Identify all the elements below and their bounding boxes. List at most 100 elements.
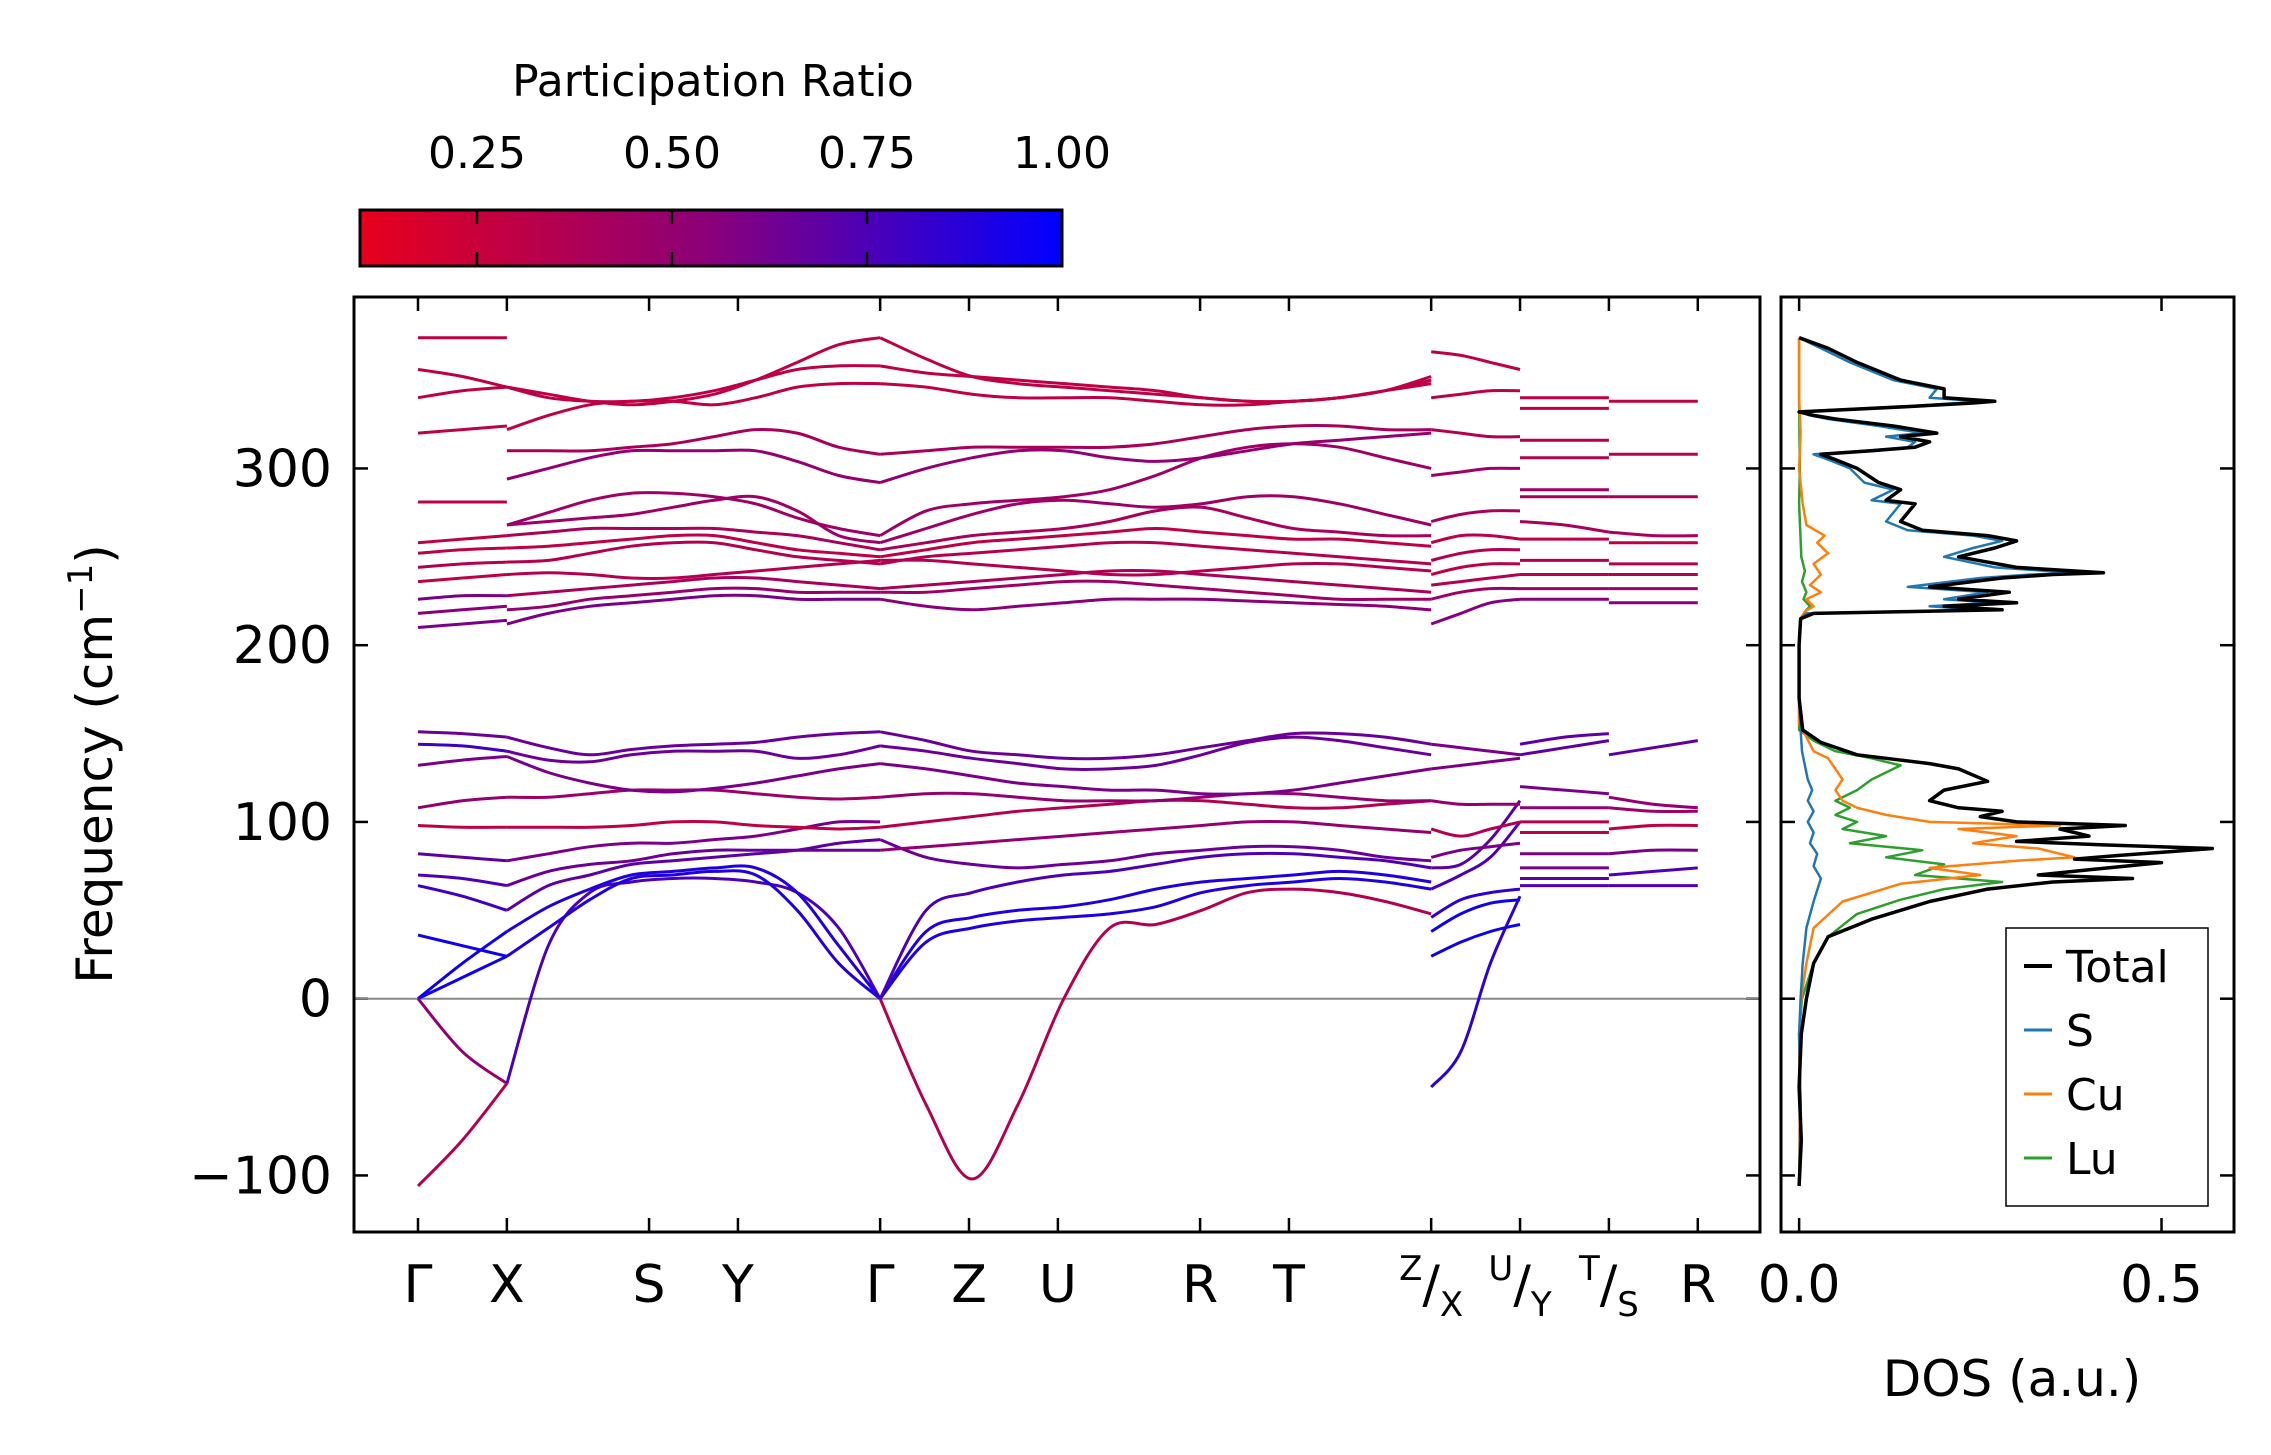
phonon-band (417, 604, 508, 615)
phonon-band (506, 540, 881, 566)
phonon-band (1431, 573, 1521, 587)
phonon-band (1519, 732, 1610, 746)
phonon-band (1430, 562, 1521, 576)
phonon-band (1431, 350, 1521, 371)
k-point-label: S (633, 1255, 666, 1315)
dos-x-tick-label: 0.0 (1758, 1255, 1841, 1315)
phonon-band (1430, 895, 1522, 1089)
phonon-band (879, 762, 1432, 796)
phonon-band (1430, 898, 1521, 933)
phonon-band (506, 336, 881, 407)
phonon-band (1608, 739, 1699, 757)
phonon-band (506, 427, 881, 456)
phonon-band (417, 546, 507, 555)
phonon-band (879, 798, 1432, 829)
phonon-band (417, 795, 508, 810)
phonon-band (506, 526, 881, 552)
k-point-label: R (1182, 1255, 1218, 1315)
phonon-band (1430, 887, 1521, 919)
phonon-band (416, 997, 508, 1085)
phonon-band (417, 755, 508, 767)
k-point-label: U/Y (1488, 1249, 1551, 1325)
phonon-band (1431, 799, 1522, 870)
phonon-band (880, 579, 1432, 601)
band-k-ticks: Γ X S Y Γ Z U R T Z/XU/YT/S R (403, 297, 1716, 1325)
dos-lines (1797, 336, 2215, 1187)
phonon-band (1608, 866, 1698, 877)
phonon-band (879, 569, 1432, 594)
phonon-band (879, 424, 1432, 456)
phonon-band (506, 448, 881, 485)
phonon-band (879, 431, 1432, 485)
phonon-band (506, 744, 881, 764)
phonon-band (1430, 820, 1522, 891)
colorbar: Participation Ratio 0.25 0.50 0.75 1.00 (358, 56, 1111, 268)
phonon-band (506, 558, 881, 580)
phonon-band (506, 864, 882, 1000)
phonon-band (417, 884, 508, 912)
phonon-band (506, 533, 881, 559)
phonon-band (506, 820, 881, 831)
phonon-band (1431, 756, 1521, 771)
k-point-label: Γ (403, 1255, 432, 1315)
k-point-label: R (1680, 1255, 1716, 1315)
phonon-band (879, 364, 1432, 404)
dos-panel: 0.0 0.5 DOS (a.u.) Total S Cu Lu (1758, 295, 2236, 1408)
phonon-band (879, 527, 1432, 559)
y-tick-label: 200 (233, 616, 332, 676)
phonon-band (879, 540, 1432, 566)
y-tick-label: 0 (299, 970, 332, 1030)
k-point-label: T/S (1578, 1249, 1639, 1325)
legend-box (2005, 927, 2209, 1207)
band-axes-frame (352, 295, 1762, 1234)
phonon-band (417, 424, 508, 435)
phonon-band (506, 755, 881, 794)
phonon-band (880, 558, 1432, 577)
phonon-band (879, 838, 1432, 870)
legend-label: Lu (2066, 1134, 2118, 1185)
phonon-band (506, 491, 881, 538)
phonon-band (417, 593, 507, 601)
phonon-band (1519, 739, 1610, 757)
phonon-band (417, 368, 508, 389)
colorbar-title: Participation Ratio (512, 56, 914, 107)
band-y-ticks: −100 0 100 200 300 (189, 439, 1760, 1206)
phonon-band (417, 873, 508, 888)
phonon-band (1608, 795, 1698, 810)
legend-items: Total S Cu Lu (2024, 942, 2169, 1185)
legend-label: Cu (2066, 1070, 2125, 1121)
legend-label: S (2066, 1006, 2094, 1057)
phonon-band (1430, 597, 1521, 626)
phonon-band (417, 930, 508, 1000)
phonon-band (506, 838, 881, 912)
colorbar-ticks: 0.25 0.50 0.75 1.00 (428, 128, 1111, 266)
phonon-band (1431, 388, 1521, 400)
phonon-band (1430, 841, 1521, 859)
y-tick-label: −100 (189, 1146, 332, 1206)
phonon-band (1519, 520, 1610, 534)
colorbar-tick-label: 1.00 (1013, 128, 1111, 179)
phonon-band (1608, 530, 1698, 538)
phonon-band (1430, 586, 1521, 601)
phonon-band (879, 597, 1432, 612)
phonon-band (1431, 799, 1520, 807)
phonon-band (417, 385, 508, 400)
phonon-band (1430, 509, 1521, 523)
phonon-band (506, 730, 881, 757)
phonon-band (879, 820, 1432, 852)
phonon-band (878, 887, 1432, 1181)
phonon-band (417, 618, 508, 629)
dos-x-tick-label: 0.5 (2120, 1255, 2203, 1315)
y-tick-label: 100 (233, 793, 332, 853)
dos-series-total (1797, 336, 2215, 1187)
dos-x-label: DOS (a.u.) (1883, 1350, 2142, 1408)
phonon-band (879, 735, 1432, 771)
k-point-label: Z (951, 1255, 987, 1315)
phonon-band (878, 869, 1432, 1000)
k-point-label: U (1039, 1255, 1077, 1315)
phonon-band (506, 848, 881, 888)
k-point-label: Γ (866, 1255, 895, 1315)
phonon-band (506, 869, 882, 1000)
